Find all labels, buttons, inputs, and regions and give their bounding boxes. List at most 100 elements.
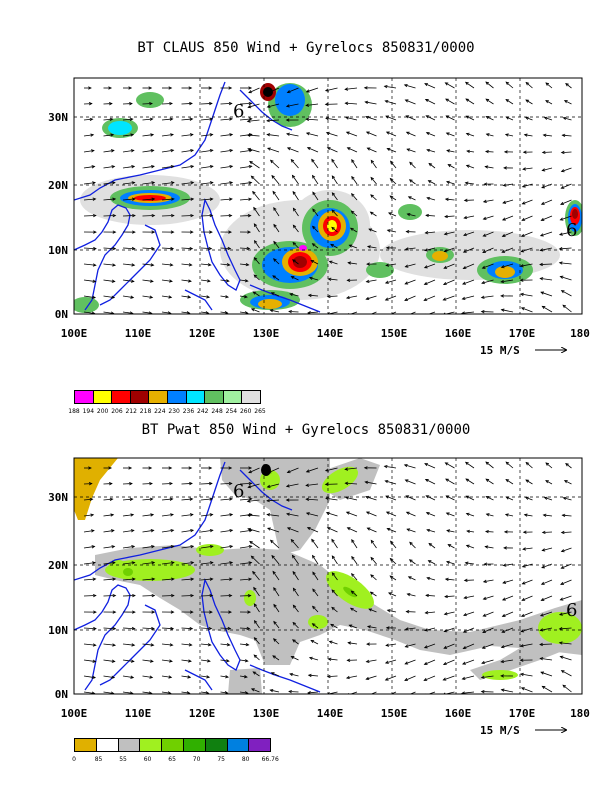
wind-vector — [122, 514, 134, 517]
wind-vector-head — [88, 466, 92, 470]
wind-vector — [325, 87, 338, 92]
wind-vector — [385, 659, 397, 664]
wind-vector-head — [312, 191, 316, 196]
wind-vector-head — [189, 610, 194, 614]
wind-vector-head — [405, 511, 410, 515]
wind-vector — [142, 691, 152, 694]
wind-vector — [122, 529, 134, 533]
wind-vector — [501, 247, 514, 253]
wind-vector — [540, 643, 553, 645]
wind-vector-head — [331, 606, 335, 611]
wind-vector-head — [208, 246, 213, 251]
wind-vector — [312, 225, 319, 233]
wind-vector-head — [560, 169, 565, 173]
wind-vector-head — [229, 133, 234, 137]
wind-vector — [83, 530, 95, 533]
colorbar-swatch — [117, 738, 141, 752]
wind-vector — [561, 670, 572, 677]
wind-vector-head — [209, 148, 214, 153]
wind-vector-head — [428, 542, 433, 547]
wind-vector-head — [209, 117, 214, 121]
wind-vector-head — [92, 279, 97, 283]
wind-vector — [368, 608, 377, 613]
wind-vector-head — [292, 639, 296, 643]
panel2-title: BT Pwat 850 Wind + Gyrelocs 850831/0000 — [141, 422, 471, 438]
wind-vector — [103, 562, 115, 565]
wind-vector — [559, 247, 572, 250]
wind-vector — [562, 514, 572, 517]
wind-vector — [483, 579, 494, 583]
wind-vector-head — [209, 610, 213, 614]
wind-vector-head — [405, 495, 410, 499]
wind-vector — [122, 279, 134, 282]
wind-vector — [482, 627, 494, 633]
wind-vector — [409, 542, 416, 549]
wind-vector-head — [170, 593, 175, 598]
wind-vector-head — [207, 263, 212, 267]
wind-vector — [541, 183, 553, 189]
wind-vector — [103, 643, 116, 646]
wind-vector-head — [444, 577, 449, 581]
wind-vector — [220, 165, 233, 169]
wind-vector — [306, 118, 319, 121]
wind-vector — [329, 641, 338, 645]
wind-vector — [326, 512, 338, 517]
wind-vector-head — [227, 626, 232, 631]
wind-vector — [306, 512, 319, 517]
wind-vector — [389, 575, 397, 581]
wind-vector — [267, 119, 280, 122]
wind-vector-head — [463, 612, 467, 617]
wind-vector-head — [369, 211, 374, 215]
wind-vector — [291, 276, 299, 281]
wind-vector-head — [110, 311, 115, 314]
wind-vector-head — [228, 610, 232, 614]
wind-vector — [83, 627, 96, 630]
wind-vector-head — [112, 246, 117, 251]
wind-vector-head — [348, 244, 353, 248]
wind-vector-head — [169, 481, 173, 486]
wind-vector — [200, 263, 211, 266]
wind-vector-head — [463, 232, 467, 237]
wind-vector — [367, 527, 377, 533]
wind-vector-head — [149, 497, 154, 501]
wind-vector — [482, 247, 494, 253]
cyclone-symbol: 6 — [233, 101, 244, 122]
wind-vector-head — [485, 98, 490, 102]
wind-vector-head — [149, 295, 154, 299]
colorbar-tick-label: 65 — [168, 756, 176, 763]
wind-vector-head — [290, 276, 295, 280]
wind-vector — [161, 295, 172, 298]
wind-vector-head — [565, 82, 569, 87]
wind-vector-head — [91, 165, 96, 169]
wind-vector — [273, 207, 280, 217]
wind-vector-head — [426, 196, 431, 201]
wind-vector-head — [225, 659, 230, 663]
wind-vector-head — [209, 577, 214, 581]
wind-vector — [448, 544, 455, 549]
wind-vector-head — [209, 544, 214, 549]
wind-vector — [424, 279, 436, 285]
wind-vector-head — [253, 619, 258, 624]
wind-vector — [181, 514, 193, 517]
wind-vector — [386, 131, 397, 137]
wind-vector-head — [228, 466, 233, 470]
wind-vector-head — [250, 175, 255, 180]
x-axis-label: 110E — [125, 707, 152, 720]
wind-vector — [200, 483, 212, 485]
wind-vector — [522, 579, 533, 585]
wind-vector-head — [209, 213, 214, 218]
wind-vector — [220, 247, 231, 250]
wind-vector-head — [190, 593, 195, 598]
wind-vector-head — [539, 262, 543, 267]
pwat-map: 6 6 30N 20N 10N 0N 100E 110E 120E 130E 1… — [48, 457, 590, 737]
wind-vector-head — [385, 626, 390, 630]
colorbar-tick-label: 224 — [154, 408, 166, 415]
wind-vector-head — [325, 496, 329, 501]
wind-vector-head — [521, 597, 526, 601]
wind-vector — [405, 495, 416, 501]
wind-vector-head — [482, 216, 487, 220]
wind-vector-head — [209, 230, 213, 234]
wind-vector-head — [228, 86, 233, 90]
wind-vector-head — [112, 230, 117, 234]
wind-vector-head — [350, 193, 355, 197]
